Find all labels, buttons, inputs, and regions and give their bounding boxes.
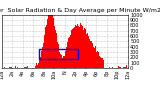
Text: Milwaukee Weather  Solar Radiation & Day Average per Minute W/m2 (Today): Milwaukee Weather Solar Radiation & Day … (0, 8, 160, 13)
Bar (39, 49, 78, 59)
